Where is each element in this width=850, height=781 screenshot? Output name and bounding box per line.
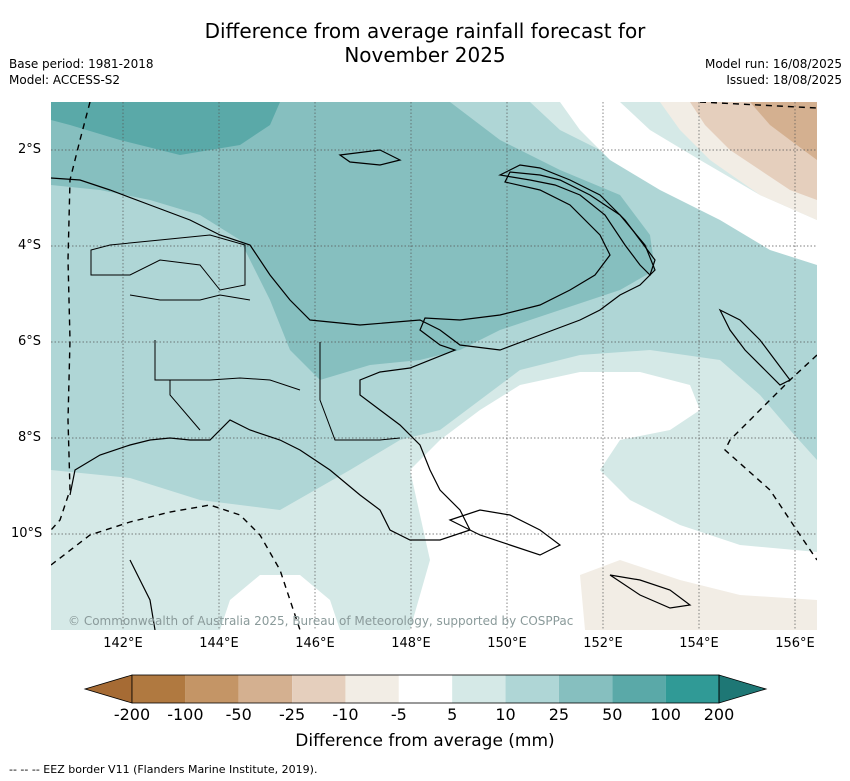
contour-neutral-south-west: [220, 575, 340, 630]
issued-date: Issued: 18/08/2025: [726, 73, 842, 87]
colorbar-segment: [238, 675, 293, 703]
colorbar-border: [131, 674, 720, 704]
colorbar-segment: [612, 675, 666, 703]
map-frame: [51, 102, 817, 630]
eez-borders: [51, 102, 817, 630]
lon-label-152e: 152°E: [583, 636, 623, 651]
province-borders: [90, 234, 401, 441]
meta-left: Base period: 1981-2018 Model: ACCESS-S2: [9, 56, 154, 88]
lat-label-2s: 2°S: [18, 142, 42, 157]
lat-label-4s: 4°S: [18, 238, 42, 253]
lon-label-154e: 154°E: [679, 636, 719, 651]
contour-25-50: [51, 102, 655, 380]
colorbar-tick-label: 5: [447, 705, 458, 724]
copyright-notice: © Commonwealth of Australia 2025, Bureau…: [68, 614, 574, 628]
colorbar-segment: [132, 675, 186, 703]
lat-label-6s: 6°S: [18, 334, 42, 349]
model-run: Model run: 16/08/2025: [704, 57, 842, 71]
contour-50-100: [51, 102, 280, 155]
colorbar-tick-label: -5: [390, 705, 407, 724]
solomons-coast: [609, 574, 692, 609]
colorbar-segment: [345, 675, 399, 703]
colorbar-tick-label: -25: [279, 705, 306, 724]
lon-label-144e: 144°E: [199, 636, 239, 651]
contour-neutral-east: [560, 102, 817, 265]
colorbar-segment: [185, 675, 239, 703]
meta-right: Model run: 16/08/2025 Issued: 18/08/2025: [705, 56, 842, 88]
contour-dry-east-3: [750, 102, 817, 160]
colorbar-tick-label: -50: [225, 705, 252, 724]
colorbar-tick-label: 200: [703, 705, 735, 724]
title-line-2: November 2025: [344, 43, 506, 67]
title-line-1: Difference from average rainfall forecas…: [204, 19, 646, 43]
colorbar-tick-label: 10: [495, 705, 516, 724]
colorbar-segment: [398, 675, 453, 703]
contour-dry-south: [580, 560, 817, 630]
colorbar-tick-label: -200: [113, 705, 151, 724]
lon-label-148e: 148°E: [391, 636, 431, 651]
australia-coast: [129, 559, 156, 630]
eez-legend: -- -- -- EEZ border V11 (Flanders Marine…: [9, 763, 318, 776]
lon-label-146e: 146°E: [295, 636, 335, 651]
colorbar-segment: [665, 675, 719, 703]
lon-label-156e: 156°E: [775, 636, 815, 651]
colorbar-segment: [292, 675, 346, 703]
new-ireland-coast: [498, 164, 656, 277]
colorbar-segment: [452, 675, 506, 703]
colorbar-tick-label: 100: [650, 705, 681, 724]
base-period: Base period: 1981-2018: [9, 57, 154, 71]
lat-label-10s: 10°S: [11, 526, 43, 541]
colorbar: [83, 674, 768, 704]
colorbar-tick-label: -100: [167, 705, 204, 724]
colorbar-segment: [505, 675, 559, 703]
lat-label-8s: 8°S: [18, 430, 42, 445]
coastlines: [51, 149, 791, 630]
colorbar-segment: [558, 675, 613, 703]
new-guinea-coast: [51, 171, 656, 541]
graticule: [51, 102, 817, 630]
bougainville-coast: [718, 308, 791, 386]
colorbar-tick-label: -10: [332, 705, 359, 724]
colorbar-title: Difference from average (mm): [295, 731, 555, 751]
lon-label-150e: 150°E: [487, 636, 527, 651]
louisiade-coast: [448, 509, 562, 556]
contour-neutral-south: [410, 372, 817, 630]
map-title: Difference from average rainfall forecas…: [0, 19, 850, 67]
colorbar-arrow-low: [83, 674, 133, 704]
colorbar-tick-label: 50: [602, 705, 623, 724]
manus-coast: [338, 149, 402, 166]
model-name: Model: ACCESS-S2: [9, 73, 121, 87]
lon-label-142e: 142°E: [103, 636, 143, 651]
colorbar-arrow-high: [718, 674, 768, 704]
colorbar-tick-label: 25: [548, 705, 570, 724]
